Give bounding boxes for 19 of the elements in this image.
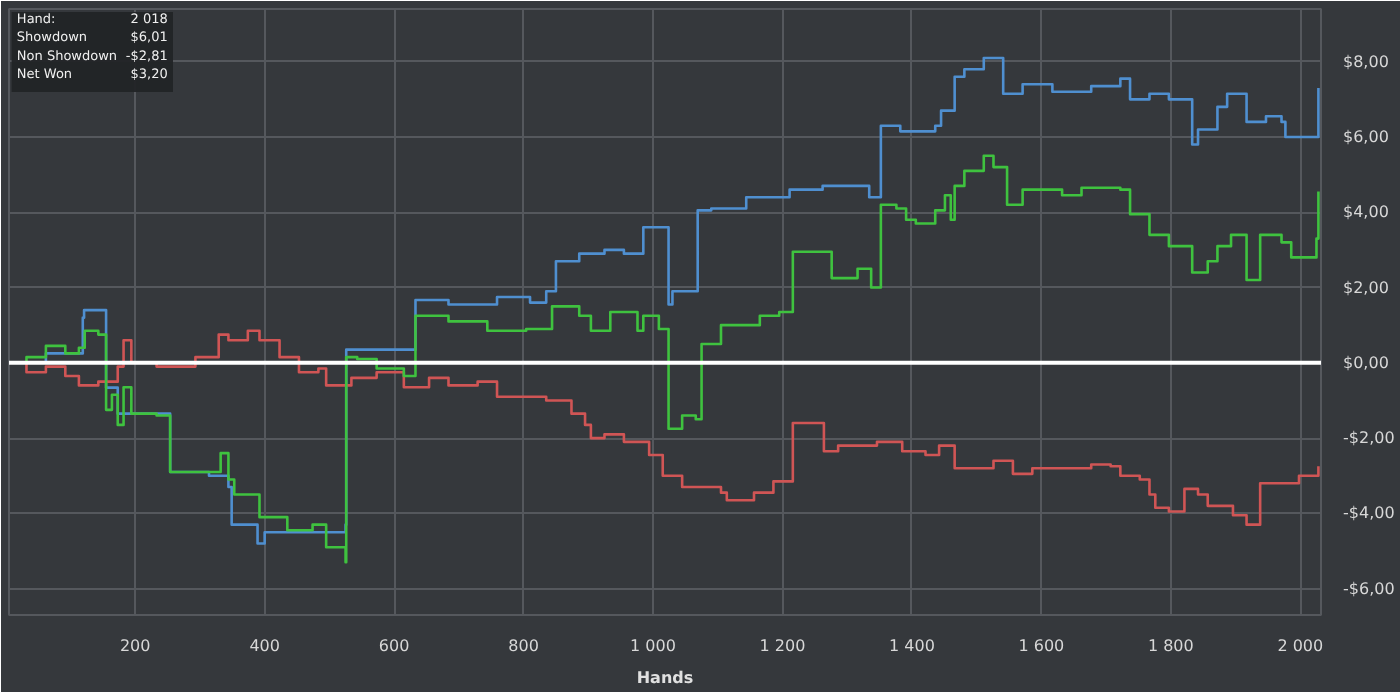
x-tick-label: 2 000 xyxy=(1277,637,1324,655)
x-tick-label: 1 000 xyxy=(630,637,676,655)
y-tick-label: $6,00 xyxy=(1343,127,1389,146)
y-tick-label: $8,00 xyxy=(1343,52,1389,71)
x-tick-label: 1 800 xyxy=(1147,637,1194,655)
y-tick-label: -$2,00 xyxy=(1343,429,1395,448)
x-tick-label: 1 600 xyxy=(1018,637,1065,655)
x-tick-label: 600 xyxy=(378,637,410,655)
y-tick-label: $2,00 xyxy=(1343,278,1389,297)
y-tick-label: $0,00 xyxy=(1343,353,1389,372)
y-tick-label: -$6,00 xyxy=(1343,579,1395,598)
x-tick-label: 400 xyxy=(249,637,280,655)
x-axis-title: Hands xyxy=(636,669,694,687)
x-tick-label: 800 xyxy=(508,637,539,655)
x-tick-label: 1 400 xyxy=(889,637,935,655)
x-tick-label: 1 200 xyxy=(759,637,806,655)
y-tick-label: -$4,00 xyxy=(1343,504,1395,523)
x-tick-label: 200 xyxy=(119,637,151,655)
y-tick-label: $4,00 xyxy=(1343,203,1389,222)
